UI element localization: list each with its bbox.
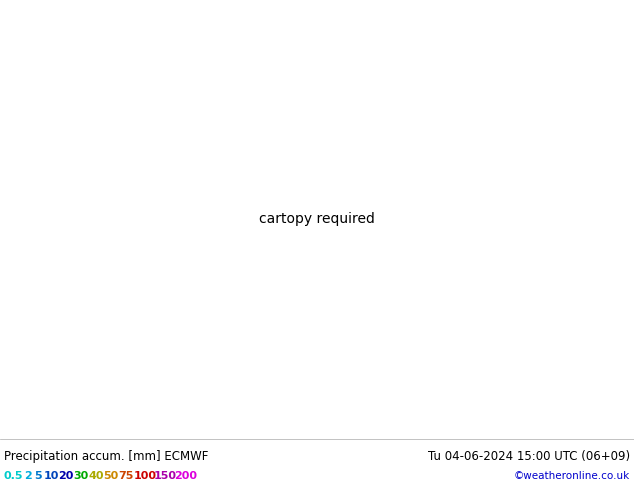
Text: 75: 75 [119,471,134,481]
Text: Tu 04-06-2024 15:00 UTC (06+09): Tu 04-06-2024 15:00 UTC (06+09) [428,450,630,464]
Text: 200: 200 [174,471,198,481]
Text: 2: 2 [25,471,32,481]
Text: 10: 10 [44,471,59,481]
Text: 20: 20 [58,471,74,481]
Text: 100: 100 [134,471,157,481]
Text: Precipitation accum. [mm] ECMWF: Precipitation accum. [mm] ECMWF [4,450,209,464]
Text: 0.5: 0.5 [4,471,23,481]
Text: 5: 5 [34,471,42,481]
Text: 40: 40 [89,471,104,481]
Text: cartopy required: cartopy required [259,212,375,226]
Text: 30: 30 [74,471,89,481]
Text: 50: 50 [103,471,119,481]
Text: 150: 150 [154,471,177,481]
Text: ©weatheronline.co.uk: ©weatheronline.co.uk [514,471,630,481]
